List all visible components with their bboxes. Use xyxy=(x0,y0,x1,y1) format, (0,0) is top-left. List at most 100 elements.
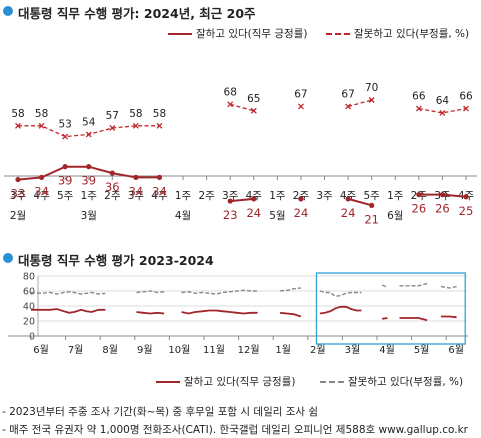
x-tick-label: 5주 xyxy=(364,190,381,202)
x-tick-label: 3주 xyxy=(128,190,145,202)
negative-series-line xyxy=(230,103,254,112)
positive-series-line xyxy=(31,308,106,314)
legend-negative-label: 잘못하고 있다(부정률, %) xyxy=(354,28,470,40)
x-tick-label: 6월 xyxy=(448,344,464,356)
x-tick-label: 1월 xyxy=(275,344,291,356)
negative-data-point xyxy=(109,124,116,131)
positive-data-point xyxy=(251,196,257,202)
positive-data-point xyxy=(62,164,68,170)
positive-data-label: 26 xyxy=(412,202,427,216)
x-tick-label: 4주 xyxy=(340,190,357,202)
month-label: 4월 xyxy=(175,210,191,222)
negative-data-point xyxy=(463,105,469,112)
negative-series-line xyxy=(136,290,165,294)
positive-data-point xyxy=(227,198,233,204)
negative-data-point xyxy=(15,122,21,129)
positive-data-point xyxy=(38,174,45,180)
negative-data-label: 53 xyxy=(58,119,71,131)
x-tick-label: 2월 xyxy=(310,344,326,356)
negative-data-point xyxy=(297,103,304,110)
top-chart-title: 대통령 직무 수행 평가: 2024년, 최근 20주 xyxy=(18,6,256,21)
negative-data-point xyxy=(85,131,92,138)
x-tick-label: 1주 xyxy=(387,190,404,202)
positive-data-point xyxy=(369,202,375,208)
title-bullet-icon xyxy=(3,6,13,16)
footnote-2: - 매주 전국 유권자 약 1,000명 전화조사(CATI). 한국갤럽 데일… xyxy=(2,424,468,436)
negative-series-line xyxy=(399,282,428,287)
positive-data-label: 39 xyxy=(81,174,96,188)
x-tick-label: 3주 xyxy=(316,190,333,202)
legend-positive-label: 잘하고 있다(직무 긍정률) xyxy=(196,28,308,40)
legend-positive-line-icon xyxy=(168,33,192,35)
title-bullet-icon xyxy=(3,253,13,263)
negative-data-point xyxy=(38,122,45,129)
footnote-1: - 2023년부터 주중 조사 기간(화~목) 중 후무일 포함 시 데일리 조… xyxy=(2,406,319,418)
positive-data-label: 34 xyxy=(129,184,144,198)
y-tick-label: 20 xyxy=(23,317,35,328)
negative-data-point xyxy=(415,105,422,112)
positive-data-label: 33 xyxy=(11,187,26,201)
positive-data-point xyxy=(439,192,446,198)
positive-data-point xyxy=(463,194,469,200)
positive-data-point xyxy=(345,196,351,202)
positive-data-point xyxy=(416,192,422,198)
positive-data-point xyxy=(298,196,304,202)
x-tick-label: 7월 xyxy=(68,344,84,356)
negative-data-label: 58 xyxy=(11,108,24,120)
negative-data-point xyxy=(156,122,163,129)
negative-data-point xyxy=(132,122,139,129)
y-tick-label: 0 xyxy=(29,332,35,343)
positive-series-line xyxy=(280,311,302,318)
positive-data-point xyxy=(156,174,163,180)
positive-series-line xyxy=(181,309,258,315)
top-chart-panel: 대통령 직무 수행 평가: 2024년, 최근 20주 잘하고 있다(직무 긍정… xyxy=(3,6,477,226)
negative-data-label: 57 xyxy=(106,110,119,122)
top-line-chart: 3주4주5주1주2주3주4주1주2주3주4주1주2주3주4주5주1주2주3주4주… xyxy=(4,82,477,226)
legend-positive-label: 잘하고 있다(직무 긍정률) xyxy=(184,376,296,388)
positive-series-line xyxy=(319,305,362,315)
positive-data-label: 26 xyxy=(435,202,450,216)
negative-data-point xyxy=(250,107,257,114)
x-tick-label: 11월 xyxy=(203,344,225,356)
positive-series-line xyxy=(382,317,388,320)
x-tick-label: 1주 xyxy=(81,190,98,202)
negative-series-line xyxy=(30,291,106,295)
negative-series-line xyxy=(440,285,457,289)
x-tick-label: 9월 xyxy=(137,344,153,356)
negative-series-line xyxy=(418,107,467,114)
negative-data-label: 54 xyxy=(82,116,96,128)
positive-series-line xyxy=(399,317,428,322)
negative-data-label: 68 xyxy=(224,86,237,98)
negative-data-point xyxy=(62,133,69,140)
positive-data-label: 36 xyxy=(105,180,120,194)
x-tick-label: 2주 xyxy=(198,190,215,202)
negative-series-line xyxy=(181,289,258,295)
x-tick-label: 10월 xyxy=(168,344,190,356)
month-label: 3월 xyxy=(81,210,97,222)
x-tick-label: 4주 xyxy=(151,190,168,202)
negative-data-label: 58 xyxy=(153,108,166,120)
positive-series-line xyxy=(136,311,165,315)
positive-data-label: 34 xyxy=(152,184,167,198)
negative-data-point xyxy=(227,101,234,108)
y-tick-label: 60 xyxy=(23,287,35,298)
negative-data-point xyxy=(439,109,446,116)
positive-data-label: 25 xyxy=(459,204,474,218)
negative-data-label: 58 xyxy=(129,108,142,120)
negative-series-line xyxy=(381,284,388,288)
month-label: 6월 xyxy=(387,210,403,222)
legend-negative-label: 잘못하고 있다(부정률, %) xyxy=(348,376,464,388)
recent-weeks-highlight-box xyxy=(315,272,466,345)
month-label: 5월 xyxy=(269,210,285,222)
x-tick-label: 2주 xyxy=(293,190,310,202)
month-label: 2월 xyxy=(10,210,26,222)
negative-data-point xyxy=(345,103,352,110)
legend-positive-line-icon xyxy=(156,381,180,383)
x-tick-label: 4월 xyxy=(379,344,395,356)
x-tick-label: 3주 xyxy=(10,190,27,202)
x-tick-label: 12월 xyxy=(238,344,260,356)
x-tick-label: 5주 xyxy=(57,190,74,202)
positive-data-label: 24 xyxy=(341,206,356,220)
negative-series-line xyxy=(319,290,362,298)
bottom-line-chart: 0 20 40 60 80 6월 7월 8월 9월 10월 11월 12월 1월 2월 3월 4월 5월 6월 xyxy=(8,272,468,356)
